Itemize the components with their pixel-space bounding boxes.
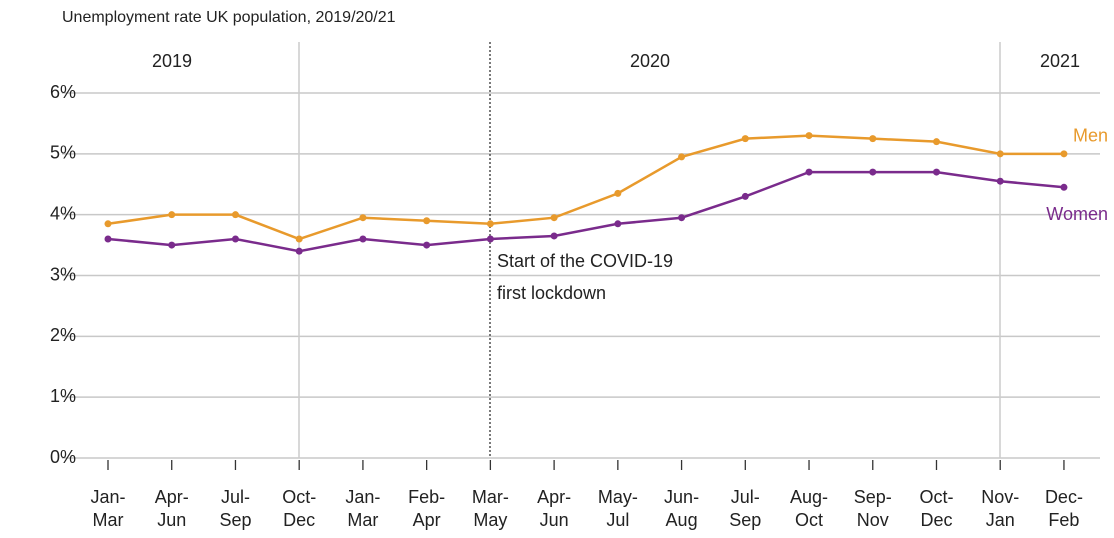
period-label: 2019: [152, 51, 192, 71]
y-tick-label: 1%: [50, 386, 76, 406]
x-tick-label: Mar-: [472, 487, 509, 507]
x-tick-label: Nov-: [981, 487, 1019, 507]
x-tick-label: Jan: [986, 510, 1015, 530]
point: [805, 168, 813, 176]
point: [869, 135, 877, 143]
series-line: [107, 134, 1064, 241]
x-tick-label: Mar: [93, 510, 124, 530]
point: [359, 235, 367, 243]
point: [1060, 183, 1068, 191]
x-tick-label: Apr: [413, 510, 441, 530]
point: [550, 214, 558, 222]
point: [104, 235, 112, 243]
x-tick-label: Jan-: [90, 487, 125, 507]
period-label: 2021: [1040, 51, 1080, 71]
point: [295, 235, 303, 243]
x-tick-label: Jul: [606, 510, 629, 530]
y-tick-label: 5%: [50, 143, 76, 163]
point: [231, 211, 239, 219]
chart-title: Unemployment rate UK population, 2019/20…: [62, 9, 396, 26]
series-label: Men: [1073, 126, 1108, 146]
y-tick-label: 4%: [50, 203, 76, 223]
point: [486, 235, 494, 243]
point: [678, 214, 686, 222]
y-tick-label: 3%: [50, 264, 76, 284]
y-tick-label: 6%: [50, 82, 76, 102]
annotation: first lockdown: [497, 283, 606, 303]
point: [168, 211, 176, 219]
point: [423, 241, 431, 249]
point: [741, 135, 749, 143]
x-tick-label: Jun: [157, 510, 186, 530]
x-tick-label: Oct-: [919, 487, 953, 507]
point: [423, 217, 431, 225]
x-tick-label: Dec: [920, 510, 952, 530]
series-line: [107, 170, 1065, 253]
x-tick-label: Dec-: [1045, 487, 1083, 507]
point: [996, 150, 1004, 158]
x-tick-label: Jul-: [731, 487, 760, 507]
x-tick-label: Aug: [666, 510, 698, 530]
point: [678, 153, 686, 161]
point: [1060, 150, 1068, 158]
x-tick-label: Jun: [540, 510, 569, 530]
series-label: Women: [1046, 204, 1108, 224]
x-tick-label: Aug-: [790, 487, 828, 507]
x-tick-label: Dec: [283, 510, 315, 530]
x-tick-label: Sep: [219, 510, 251, 530]
x-tick-label: Sep-: [854, 487, 892, 507]
x-tick-label: Apr-: [537, 487, 571, 507]
point: [486, 220, 494, 228]
point: [869, 168, 877, 176]
x-tick-label: Oct-: [282, 487, 316, 507]
x-tick-label: Jul-: [221, 487, 250, 507]
point: [295, 247, 303, 255]
point: [614, 189, 622, 197]
point: [550, 232, 558, 240]
x-tick-label: May-: [598, 487, 638, 507]
x-tick-label: May: [473, 510, 507, 530]
x-tick-label: Oct: [795, 510, 823, 530]
period-label: 2020: [630, 51, 670, 71]
point: [359, 214, 367, 222]
point: [614, 220, 622, 228]
y-tick-label: 2%: [50, 325, 76, 345]
x-tick-label: Nov: [857, 510, 889, 530]
x-tick-label: Sep: [729, 510, 761, 530]
x-tick-label: Jun-: [664, 487, 699, 507]
y-tick-label: 0%: [50, 447, 76, 467]
x-tick-label: Feb-: [408, 487, 445, 507]
point: [168, 241, 176, 249]
point: [996, 177, 1004, 185]
x-tick-label: Apr-: [155, 487, 189, 507]
point: [932, 138, 940, 146]
point: [231, 235, 239, 243]
point: [805, 132, 813, 140]
point: [104, 220, 112, 228]
x-tick-label: Mar: [347, 510, 378, 530]
point: [741, 192, 749, 200]
annotation: Start of the COVID-19: [497, 251, 673, 271]
x-tick-label: Feb: [1048, 510, 1079, 530]
point: [932, 168, 940, 176]
x-tick-label: Jan-: [345, 487, 380, 507]
